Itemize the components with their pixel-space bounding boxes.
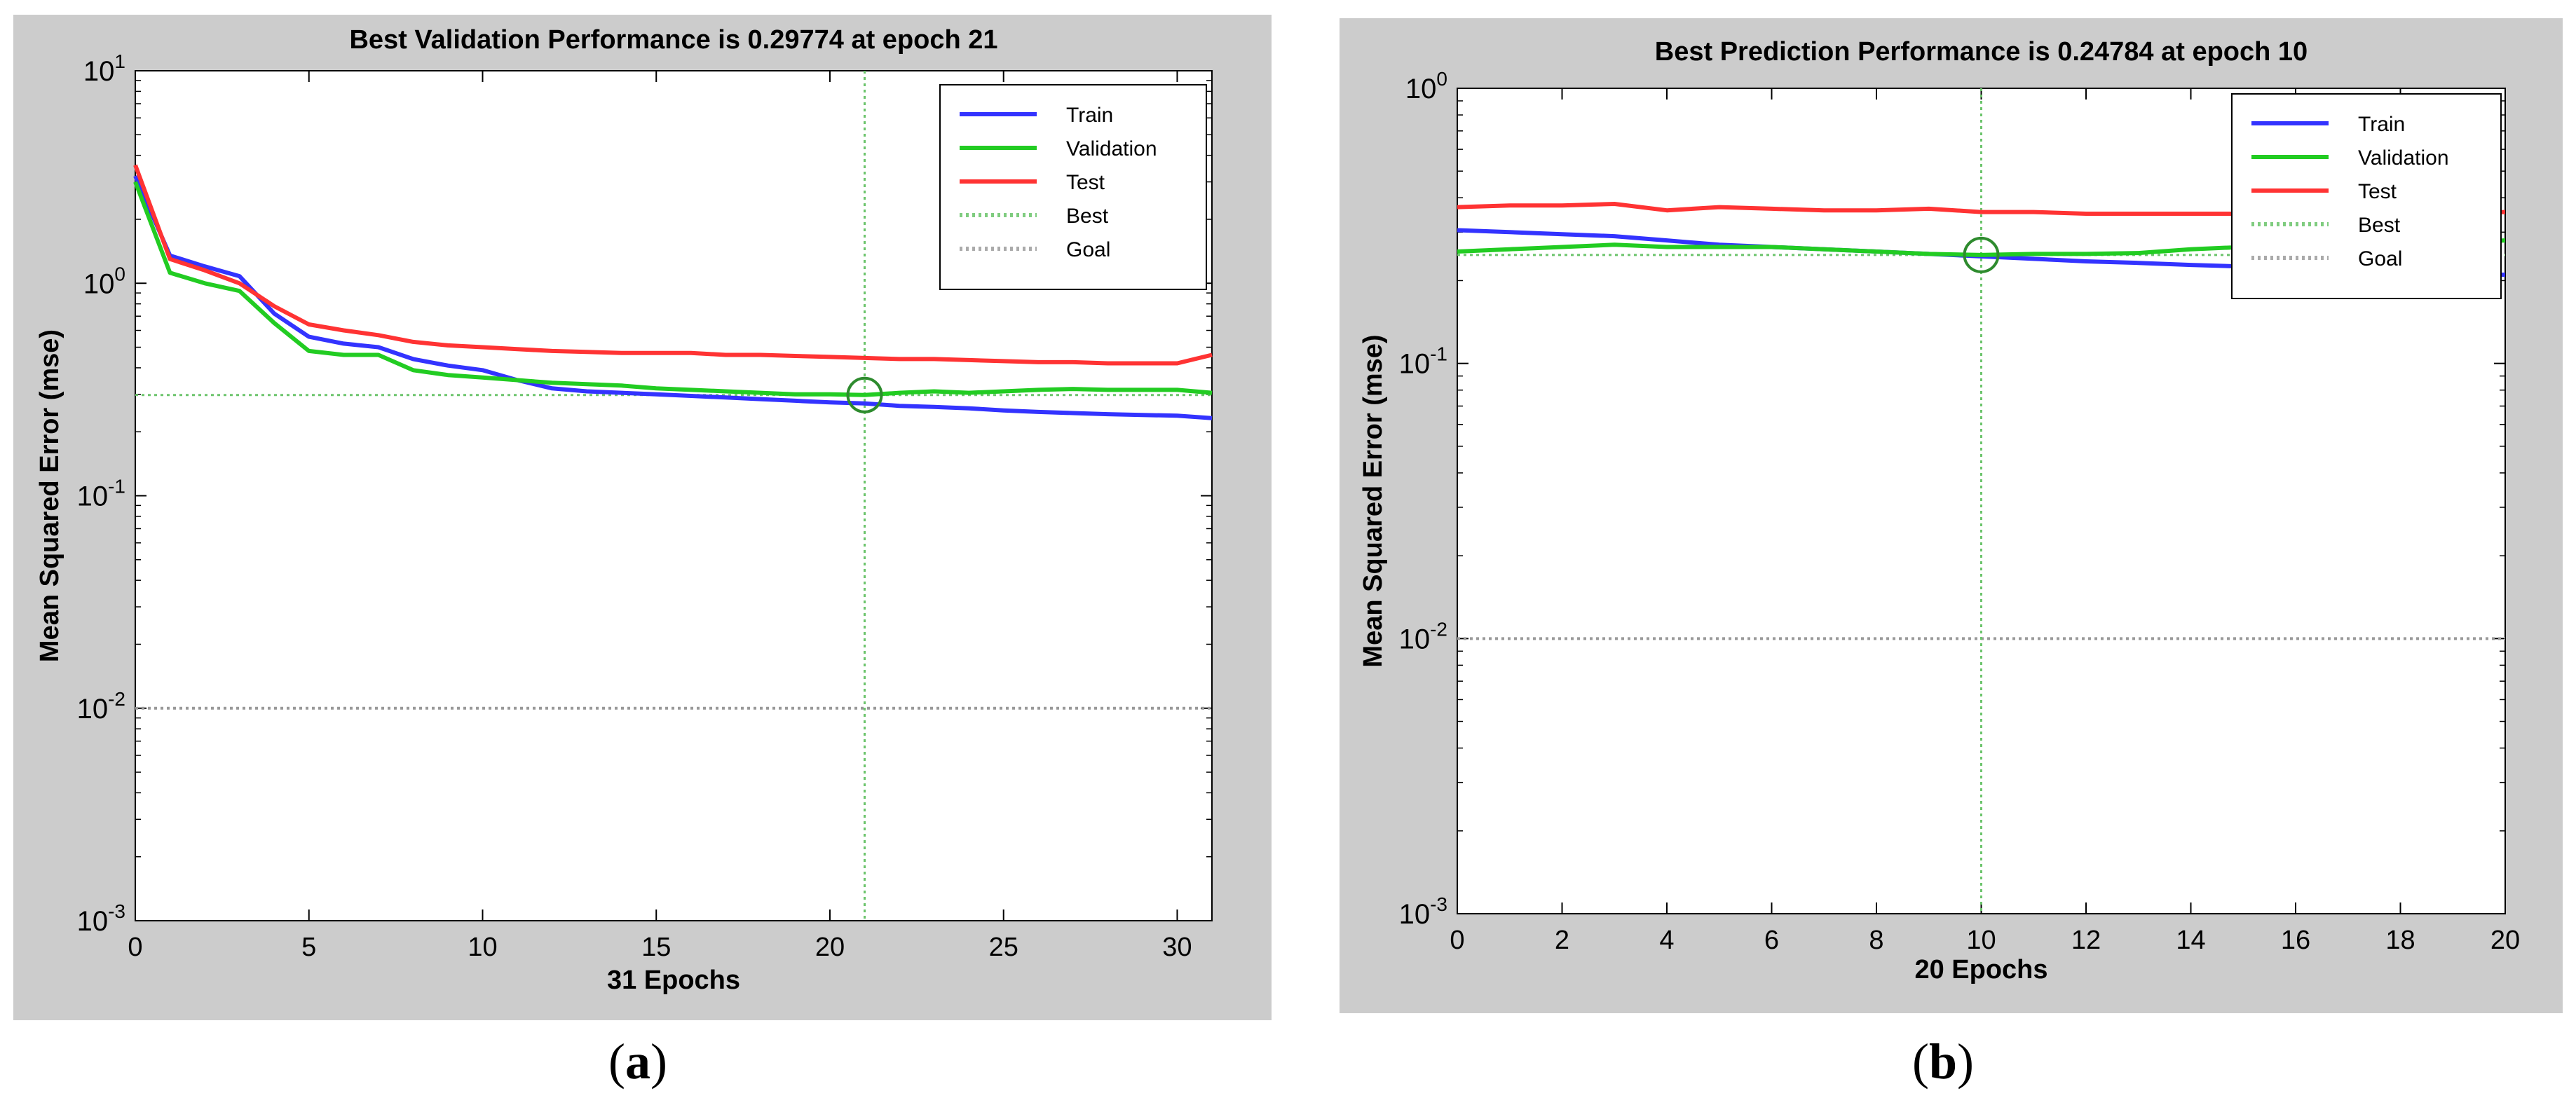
chart-a-legend <box>939 84 1207 290</box>
chart-b-xtick-label: 10 <box>1966 926 1996 955</box>
chart-a-ytick-label: 10-1 <box>77 476 125 512</box>
chart-a-xtick-label: 10 <box>468 933 497 962</box>
chart-a-title: Best Validation Performance is 0.29774 a… <box>349 25 997 55</box>
chart-a-xtick-label: 0 <box>128 933 142 962</box>
chart-panel-a: 101 100 10-1 10-2 10-3 0 5 10 15 20 25 30 Best Valid… <box>13 15 1272 1020</box>
chart-a-series-test <box>133 164 1213 366</box>
chart-b-ytick-label: 100 <box>1405 68 1447 104</box>
chart-a-series-validation <box>133 181 1213 397</box>
chart-a-best-marker <box>846 376 883 413</box>
chart-a-ylabel: Mean Squared Error (mse) <box>35 329 64 662</box>
caption-b-letter: b <box>1928 1034 1958 1090</box>
chart-b-legend-label-train: Train <box>2358 113 2405 136</box>
chart-a-xtick-label: 25 <box>989 933 1018 962</box>
caption-a-letter: a <box>625 1034 650 1090</box>
chart-b-xtick-label: 0 <box>1450 926 1464 955</box>
chart-b-xtick-label: 18 <box>2385 926 2415 955</box>
chart-a-legend-label-best: Best <box>1066 205 1109 228</box>
chart-b-ytick-label: 10-3 <box>1399 893 1447 930</box>
chart-a-xtick-label: 20 <box>815 933 845 962</box>
chart-a-legend-label-train: Train <box>1066 104 1113 127</box>
chart-a-ytick-label: 100 <box>83 263 125 299</box>
chart-b-best-marker <box>1963 236 2000 273</box>
chart-b-xtick-label: 16 <box>2281 926 2310 955</box>
chart-a-series-train <box>133 174 1213 420</box>
chart-b-xtick-label: 4 <box>1659 926 1674 955</box>
chart-a-legend-label-goal: Goal <box>1066 238 1110 261</box>
chart-a-ytick-label: 10-3 <box>77 900 125 937</box>
chart-b-legend-label-validation: Validation <box>2358 146 2449 170</box>
chart-b-svg: 100 10-1 10-2 10-30 2 4 6 8 10 12 14 16 18 20 Best Pre… <box>1358 37 2520 984</box>
chart-a-legend-label-validation: Validation <box>1066 137 1157 160</box>
chart-b-legend <box>2231 93 2502 299</box>
chart-b-xtick-label: 8 <box>1869 926 1883 955</box>
chart-b-legend-label-best: Best <box>2358 214 2401 237</box>
chart-b-xtick-label: 14 <box>2176 926 2205 955</box>
caption-b: (b) <box>1912 1034 1975 1090</box>
chart-b-xlabel: 20 Epochs <box>1914 955 2047 984</box>
chart-a-xlabel: 31 Epochs <box>607 966 740 995</box>
chart-b-ylabel: Mean Squared Error (mse) <box>1358 334 1388 667</box>
chart-b-ytick-label: 10-1 <box>1399 343 1447 380</box>
chart-a-xtick-label: 30 <box>1162 933 1192 962</box>
chart-a-xtick-label: 5 <box>301 933 316 962</box>
chart-b-xtick-label: 12 <box>2071 926 2101 955</box>
chart-a-xtick-label: 15 <box>641 933 671 962</box>
chart-b-legend-label-test: Test <box>2358 180 2397 203</box>
chart-b-xtick-label: 6 <box>1764 926 1779 955</box>
chart-a-ytick-label: 101 <box>83 50 125 87</box>
chart-panel-b: 100 10-1 10-2 10-3 0 2 4 6 8 10 12 14 16 18 20 Best Pre… <box>1340 18 2563 1013</box>
chart-b-xtick-label: 2 <box>1555 926 1569 955</box>
chart-b-legend-label-goal: Goal <box>2358 247 2402 270</box>
chart-a-ytick-label: 10-2 <box>77 688 125 725</box>
chart-a-legend-label-test: Test <box>1066 171 1105 194</box>
chart-b-ytick-label: 10-2 <box>1399 618 1447 654</box>
caption-a: (a) <box>608 1034 667 1090</box>
chart-b-xtick-label: 20 <box>2490 926 2520 955</box>
chart-a-svg: 101 100 10-1 10-2 10-30 5 10 15 20 25 30 Best Valid… <box>35 25 1213 995</box>
chart-b-title: Best Prediction Performance is 0.24784 a… <box>1655 37 2308 67</box>
